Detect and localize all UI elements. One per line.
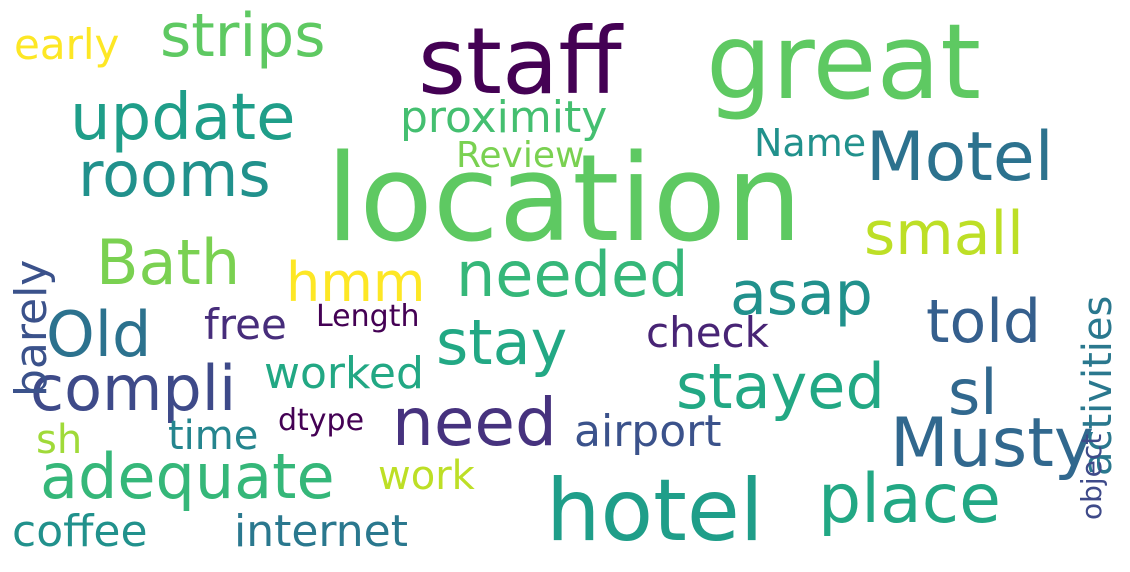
word-stay: stay	[436, 306, 568, 379]
word-sh: sh	[36, 417, 83, 463]
word-sl: sl	[948, 356, 998, 429]
word-object: object	[1075, 433, 1108, 520]
word-compli: compli	[30, 352, 237, 425]
word-bath: Bath	[96, 226, 241, 299]
word-staff: staff	[418, 8, 622, 115]
word-update: update	[70, 81, 296, 155]
word-great: great	[706, 1, 981, 123]
word-stayed: stayed	[676, 350, 885, 423]
word-airport: airport	[574, 406, 722, 457]
word-told: told	[926, 287, 1041, 357]
word-worked: worked	[264, 348, 424, 399]
word-internet: internet	[234, 506, 408, 557]
word-dtype: dtype	[278, 403, 365, 438]
word-strips: strips	[160, 1, 326, 71]
word-early: early	[14, 20, 120, 69]
word-free: free	[204, 300, 287, 349]
word-check: check	[646, 308, 769, 357]
word-small: small	[864, 199, 1024, 269]
word-motel: Motel	[866, 118, 1054, 197]
word-place: place	[818, 460, 1001, 539]
word-need: need	[392, 384, 557, 461]
word-asap: asap	[730, 259, 873, 329]
word-location: location	[326, 130, 803, 269]
word-adequate: adequate	[40, 440, 335, 513]
word-hmm: hmm	[286, 251, 426, 314]
word-review: Review	[456, 135, 585, 176]
word-musty: Musty	[890, 404, 1095, 483]
word-hotel: hotel	[546, 461, 764, 561]
word-rooms: rooms	[78, 138, 271, 211]
word-proximity: proximity	[400, 92, 608, 143]
word-length: Length	[316, 299, 420, 334]
word-work: work	[378, 453, 475, 499]
word-name: Name	[754, 121, 867, 165]
word-needed: needed	[456, 238, 689, 311]
word-old: Old	[46, 298, 152, 371]
word-barely: barely	[6, 259, 57, 397]
word-coffee: coffee	[12, 506, 148, 557]
word-time: time	[168, 413, 259, 459]
